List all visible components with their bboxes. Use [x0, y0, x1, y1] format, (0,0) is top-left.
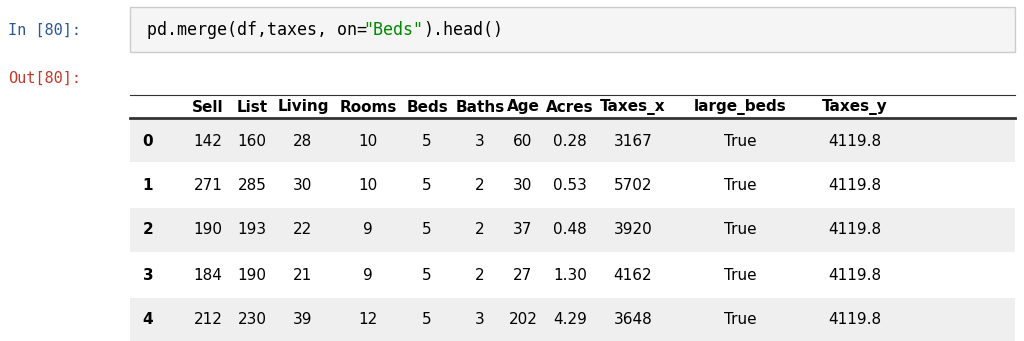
Text: 30: 30	[513, 178, 532, 193]
Text: 27: 27	[513, 267, 532, 282]
Text: large_beds: large_beds	[693, 99, 786, 115]
Text: 285: 285	[238, 178, 266, 193]
Text: 12: 12	[358, 311, 378, 326]
Text: ).head(): ).head()	[423, 21, 503, 39]
Text: Beds: Beds	[407, 100, 447, 115]
Text: 0.28: 0.28	[553, 133, 587, 148]
Text: 4119.8: 4119.8	[828, 133, 882, 148]
Text: 5: 5	[422, 133, 432, 148]
Text: 212: 212	[194, 311, 222, 326]
Text: Sell: Sell	[193, 100, 224, 115]
Text: 10: 10	[358, 178, 378, 193]
Text: 60: 60	[513, 133, 532, 148]
Bar	[130, 7, 1015, 52]
Text: 2: 2	[475, 267, 484, 282]
Bar	[130, 208, 1015, 252]
Text: pd.merge(df,taxes, on=: pd.merge(df,taxes, on=	[147, 21, 367, 39]
Text: 30: 30	[293, 178, 312, 193]
Text: 5: 5	[422, 222, 432, 237]
Text: 4119.8: 4119.8	[828, 267, 882, 282]
Text: 28: 28	[293, 133, 312, 148]
Bar	[130, 163, 1015, 207]
Text: 4119.8: 4119.8	[828, 311, 882, 326]
Text: Taxes_x: Taxes_x	[600, 99, 666, 115]
Text: Living: Living	[278, 100, 329, 115]
Text: 3167: 3167	[613, 133, 652, 148]
Text: 4: 4	[142, 311, 154, 326]
Text: 4119.8: 4119.8	[828, 222, 882, 237]
Text: Acres: Acres	[546, 100, 594, 115]
Text: 22: 22	[293, 222, 312, 237]
Text: True: True	[724, 267, 757, 282]
Text: "Beds": "Beds"	[364, 21, 424, 39]
Text: 4.29: 4.29	[553, 311, 587, 326]
Text: 5: 5	[422, 267, 432, 282]
Text: Rooms: Rooms	[339, 100, 396, 115]
Text: 160: 160	[238, 133, 266, 148]
Text: Out[80]:: Out[80]:	[8, 71, 81, 86]
Text: 10: 10	[358, 133, 378, 148]
Text: 193: 193	[238, 222, 266, 237]
Text: 4162: 4162	[613, 267, 652, 282]
Text: 0.48: 0.48	[553, 222, 587, 237]
Text: 5: 5	[422, 311, 432, 326]
Text: 1: 1	[142, 178, 154, 193]
Text: 2: 2	[142, 222, 154, 237]
Bar	[130, 120, 1015, 162]
Text: 2: 2	[475, 222, 484, 237]
Text: 5: 5	[422, 178, 432, 193]
Bar	[130, 298, 1015, 341]
Text: 230: 230	[238, 311, 266, 326]
Bar	[130, 253, 1015, 297]
Text: 5702: 5702	[613, 178, 652, 193]
Text: List: List	[237, 100, 267, 115]
Text: Taxes_y: Taxes_y	[822, 99, 888, 115]
Text: 39: 39	[293, 311, 312, 326]
Text: True: True	[724, 222, 757, 237]
Text: 184: 184	[194, 267, 222, 282]
Text: 3: 3	[475, 133, 485, 148]
Text: True: True	[724, 311, 757, 326]
Text: 3648: 3648	[613, 311, 652, 326]
Text: 271: 271	[194, 178, 222, 193]
Text: True: True	[724, 178, 757, 193]
Text: 1.30: 1.30	[553, 267, 587, 282]
Text: 2: 2	[475, 178, 484, 193]
Text: Age: Age	[507, 100, 540, 115]
Text: 9: 9	[364, 222, 373, 237]
Text: 21: 21	[293, 267, 312, 282]
Text: 4119.8: 4119.8	[828, 178, 882, 193]
Text: 3: 3	[475, 311, 485, 326]
Text: 0: 0	[142, 133, 154, 148]
Text: 142: 142	[194, 133, 222, 148]
Text: Baths: Baths	[456, 100, 505, 115]
Text: 3920: 3920	[613, 222, 652, 237]
Text: 190: 190	[194, 222, 222, 237]
Text: 190: 190	[238, 267, 266, 282]
Text: 3: 3	[142, 267, 154, 282]
Text: 202: 202	[509, 311, 538, 326]
Text: 9: 9	[364, 267, 373, 282]
Text: In [80]:: In [80]:	[8, 23, 81, 38]
Text: True: True	[724, 133, 757, 148]
Text: 37: 37	[513, 222, 532, 237]
Text: 0.53: 0.53	[553, 178, 587, 193]
